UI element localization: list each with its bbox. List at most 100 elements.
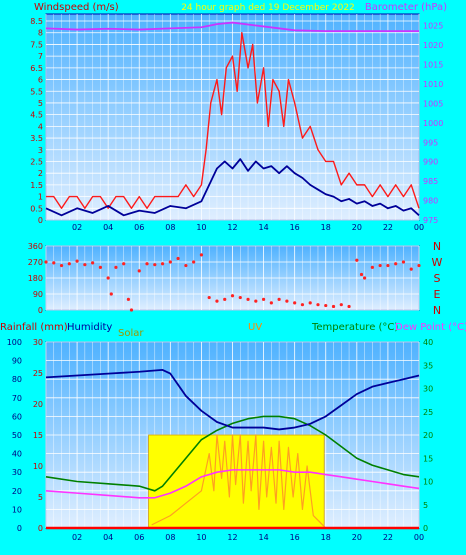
humidity-y-tick-label: 50 xyxy=(12,431,22,440)
humidity-y-tick-label: 70 xyxy=(12,394,22,403)
wind-y-tick-label: 5.5 xyxy=(30,87,43,96)
humidity-y-tick-label: 40 xyxy=(12,450,22,459)
direction-point xyxy=(215,299,219,303)
direction-point xyxy=(378,263,382,268)
wind-y-tick-label: 3.5 xyxy=(30,134,43,143)
temperature-y-tick-label: 25 xyxy=(423,408,433,417)
temperature-y-tick-label: 0 xyxy=(423,524,428,533)
baro-y-tick-label: 980 xyxy=(423,197,438,206)
direction-point xyxy=(331,304,336,309)
direction-point xyxy=(44,260,48,264)
direction-point xyxy=(98,265,102,269)
compass-label: W xyxy=(432,256,443,269)
humidity-y-tick-label: 20 xyxy=(12,487,22,496)
rainfall-y-tick-label: 0 xyxy=(38,524,43,533)
direction-point xyxy=(285,299,289,303)
baro-y-tick-label: 1020 xyxy=(423,41,443,50)
direction-point xyxy=(91,261,95,265)
direction-point xyxy=(129,308,134,312)
wind-y-tick-label: 2.5 xyxy=(30,157,43,166)
direction-point xyxy=(401,260,406,264)
uv-axis-title: UV xyxy=(248,322,262,333)
wind-y-tick-label: 2 xyxy=(38,169,43,178)
humidity-y-tick-label: 100 xyxy=(7,338,22,347)
multi-x-tick-label: 06 xyxy=(134,533,144,542)
rainfall-axis-title: Rainfall (mm) xyxy=(0,322,68,333)
direction-point xyxy=(168,260,172,264)
wind-y-tick-label: 5 xyxy=(38,99,43,108)
direction-point xyxy=(246,297,250,301)
multi-x-tick-label: 20 xyxy=(352,533,362,542)
direction-point xyxy=(363,276,367,280)
direction-y-tick-label: 0 xyxy=(38,306,43,315)
direction-point xyxy=(137,269,141,273)
wind-y-tick-label: 7.5 xyxy=(30,40,43,49)
direction-point xyxy=(316,303,320,307)
temperature-y-tick-label: 30 xyxy=(423,385,433,394)
direction-point xyxy=(199,253,204,257)
weather-multi-panel: 0102030405060708090100051015202530051015… xyxy=(7,338,433,542)
wind-y-tick-label: 6.5 xyxy=(30,64,43,73)
humidity-y-tick-label: 60 xyxy=(12,412,22,421)
multi-x-tick-label: 22 xyxy=(383,533,393,542)
humidity-y-tick-label: 90 xyxy=(12,357,22,366)
rainfall-y-tick-label: 20 xyxy=(33,400,43,409)
wind-x-tick-label: 06 xyxy=(134,223,144,232)
direction-point xyxy=(308,301,312,305)
humidity-y-tick-label: 10 xyxy=(12,505,22,514)
compass-label: E xyxy=(434,288,441,301)
direction-point xyxy=(106,276,110,280)
wind-x-tick-label: 10 xyxy=(196,223,206,232)
direction-point xyxy=(386,263,390,268)
direction-point xyxy=(160,262,165,266)
temperature-y-tick-label: 5 xyxy=(423,501,428,510)
direction-point xyxy=(184,263,188,268)
direction-point xyxy=(230,294,235,298)
temperature-y-tick-label: 15 xyxy=(423,454,433,463)
barometer-axis-title: Barometer (hPa) xyxy=(365,2,447,13)
wind-x-tick-label: 12 xyxy=(227,223,237,232)
direction-y-tick-label: 90 xyxy=(33,290,43,299)
compass-label: N xyxy=(433,240,441,253)
wind-x-tick-label: 08 xyxy=(165,223,175,232)
wind-x-tick-label: 02 xyxy=(72,223,82,232)
multi-x-tick-label: 18 xyxy=(321,533,331,542)
temperature-y-tick-label: 35 xyxy=(423,361,433,370)
compass-label: S xyxy=(434,272,441,285)
wind-x-tick-label: 20 xyxy=(352,223,362,232)
rainfall-y-tick-label: 30 xyxy=(33,338,43,347)
wind-y-tick-label: 8 xyxy=(38,29,43,38)
wind-y-tick-label: 8.5 xyxy=(30,17,43,26)
multi-x-tick-label: 00 xyxy=(414,533,424,542)
dewpoint-axis-title: Dew Point (°C) xyxy=(395,322,466,333)
multi-x-tick-label: 10 xyxy=(196,533,206,542)
wind-x-tick-label: 18 xyxy=(321,223,331,232)
wind-x-tick-label: 16 xyxy=(290,223,300,232)
rainfall-y-tick-label: 5 xyxy=(38,493,43,502)
dewpoint-line xyxy=(45,469,420,499)
direction-point xyxy=(122,262,126,266)
multi-x-tick-label: 04 xyxy=(103,533,113,542)
direction-point xyxy=(52,261,56,265)
direction-point xyxy=(109,292,113,296)
uv-line xyxy=(151,434,327,529)
multi-x-tick-label: 02 xyxy=(72,533,82,542)
direction-point xyxy=(300,303,305,307)
compass-label: N xyxy=(433,304,441,317)
wind-gust-line xyxy=(46,32,420,209)
direction-point xyxy=(417,263,421,268)
direction-point xyxy=(269,301,273,305)
multi-x-tick-label: 08 xyxy=(165,533,175,542)
temperature-y-tick-label: 20 xyxy=(423,431,433,440)
direction-point xyxy=(254,299,258,303)
direction-point xyxy=(176,256,180,261)
baro-y-tick-label: 975 xyxy=(423,216,438,225)
wind-y-tick-label: 0 xyxy=(38,216,43,225)
direction-point xyxy=(370,265,374,269)
wind-y-tick-label: 4.5 xyxy=(30,111,43,120)
windspeed-axis-title: Windspeed (m/s) xyxy=(34,2,119,13)
direction-point xyxy=(261,297,266,301)
humidity-line xyxy=(45,368,420,431)
multi-x-tick-label: 14 xyxy=(258,533,268,542)
